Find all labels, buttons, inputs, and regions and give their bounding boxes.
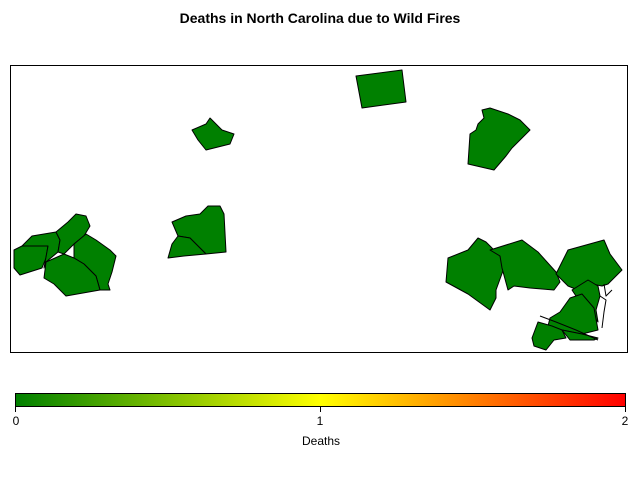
county-5[interactable] <box>43 253 101 297</box>
map-frame <box>10 65 628 353</box>
coast-line-3 <box>603 283 613 297</box>
county-12[interactable] <box>489 239 561 291</box>
coast-line-1 <box>599 295 607 329</box>
map-title: Deaths in North Carolina due to Wild Fir… <box>179 10 461 26</box>
legend-tick-2 <box>625 406 626 412</box>
county-13[interactable] <box>555 239 623 291</box>
legend-tick-label-2: 2 <box>621 414 629 428</box>
legend-tick-label-0: 0 <box>12 414 20 428</box>
legend-tick-1 <box>320 406 321 412</box>
county-8[interactable] <box>191 117 235 151</box>
county-1[interactable] <box>13 245 49 276</box>
county-10[interactable] <box>467 107 531 171</box>
county-11[interactable] <box>445 237 505 311</box>
county-9[interactable] <box>355 69 407 109</box>
county-7[interactable] <box>167 235 207 259</box>
coast-line-2 <box>539 315 599 341</box>
county-16[interactable] <box>531 321 567 351</box>
legend-tick-0 <box>15 406 16 412</box>
legend-color-bar <box>15 393 626 407</box>
legend-title: Deaths <box>301 434 341 448</box>
legend-tick-label-1: 1 <box>316 414 324 428</box>
